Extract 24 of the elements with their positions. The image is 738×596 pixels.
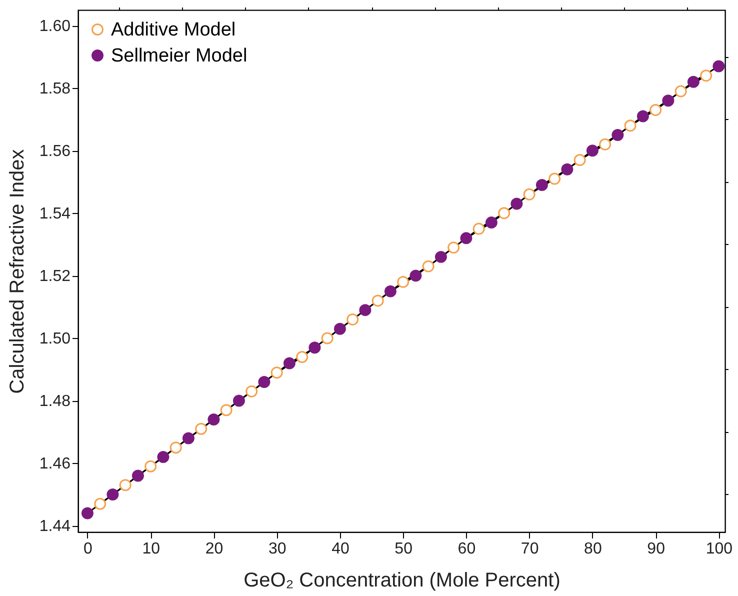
y-tick-label: 1.52 <box>39 268 71 286</box>
y-axis-title: Calculated Refractive Index <box>6 149 28 394</box>
legend-label: Additive Model <box>111 20 236 40</box>
x-tick-label: 20 <box>205 540 224 558</box>
x-tick-label: 0 <box>84 540 93 558</box>
y-tick-label: 1.46 <box>39 456 71 473</box>
x-tick-label: 70 <box>520 540 539 558</box>
legend-label: Sellmeier Model <box>111 46 248 66</box>
x-tick-label: 10 <box>142 540 160 558</box>
x-tick-label: 50 <box>394 540 413 558</box>
x-tick-label: 90 <box>647 540 666 558</box>
x-tick-label: 80 <box>584 540 602 558</box>
y-tick-label: 1.54 <box>39 206 71 223</box>
y-tick-label: 1.44 <box>39 518 71 536</box>
y-tick-label: 1.48 <box>39 393 71 410</box>
x-tick-label: 30 <box>268 540 286 558</box>
y-tick-label: 1.56 <box>39 143 71 160</box>
y-tick-label: 1.60 <box>39 18 71 36</box>
y-tick-label: 1.58 <box>39 80 71 98</box>
x-axis-title: GeO₂ Concentration (Mole Percent) <box>244 570 560 592</box>
x-tick-label: 40 <box>332 540 350 558</box>
y-tick-label: 1.50 <box>39 330 71 348</box>
x-tick-label: 60 <box>458 540 476 558</box>
x-tick-label: 100 <box>706 540 733 558</box>
